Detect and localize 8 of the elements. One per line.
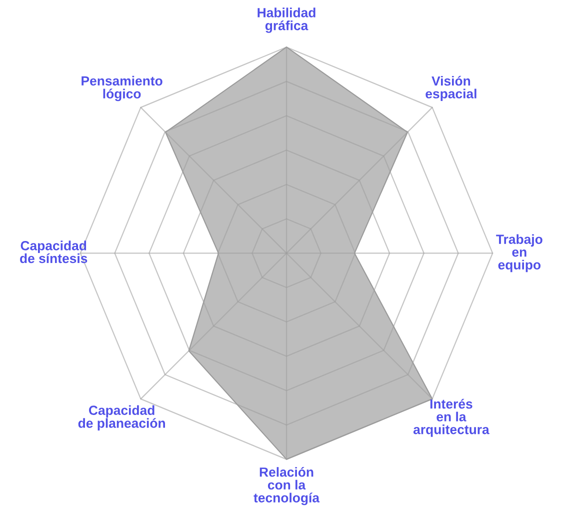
spoke-label: Relación con la tecnología [254,466,320,506]
spoke-label: Trabajo en equipo [496,234,542,272]
spoke-label: Pensamiento lógico [82,76,162,102]
spoke-label: Interés en la arquitectura [413,398,490,437]
spoke-label: Visión espacial [426,76,476,102]
spoke-label: Habilidad gráfica [258,8,316,33]
spoke-label: Capacidad de síntesis [20,240,88,264]
spoke-label: Capacidad de planeación [78,405,165,430]
